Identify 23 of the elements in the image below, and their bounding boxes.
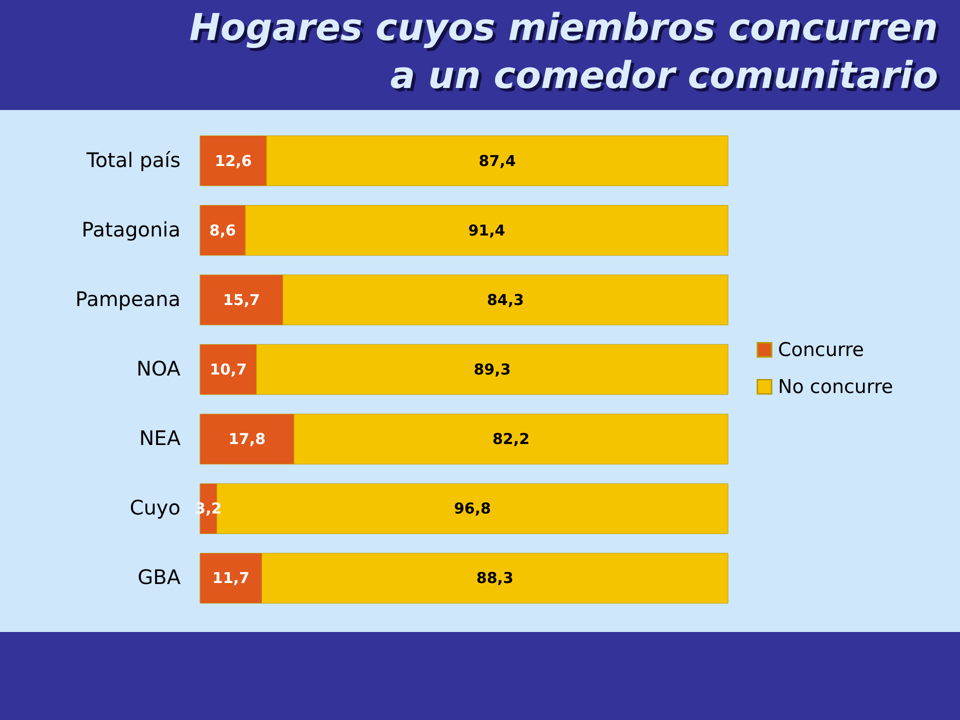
data-label: 10,7 (210, 360, 247, 378)
data-label: 91,4 (468, 221, 506, 240)
y-tick-label: Pampeana (75, 286, 180, 311)
data-label: 88,3 (476, 569, 514, 588)
y-tick-label: Patagonia (82, 217, 180, 242)
data-label: 17,8 (228, 430, 266, 448)
data-label: 11,7 (212, 569, 250, 588)
data-label: 89,3 (474, 360, 511, 378)
y-tick-label: Total país (86, 148, 180, 172)
data-label: 8,6 (209, 221, 236, 240)
data-label: 96,8 (454, 500, 491, 518)
data-label: 87,4 (478, 152, 516, 170)
legend-label: Concurre (778, 338, 864, 361)
y-tick-label: GBA (138, 565, 181, 590)
data-label: 15,7 (222, 290, 260, 309)
data-label: 12,6 (214, 152, 252, 170)
y-tick-label: NOA (136, 356, 181, 380)
data-label: 82,2 (492, 430, 530, 448)
legend-label: No concurre (778, 376, 894, 398)
data-label: 84,3 (486, 290, 524, 309)
y-tick-label: NEA (139, 426, 181, 450)
y-tick-label: Cuyo (130, 496, 180, 520)
chart-title: Hogares cuyos miembros concurren a un comedor comunitario (189, 5, 938, 99)
